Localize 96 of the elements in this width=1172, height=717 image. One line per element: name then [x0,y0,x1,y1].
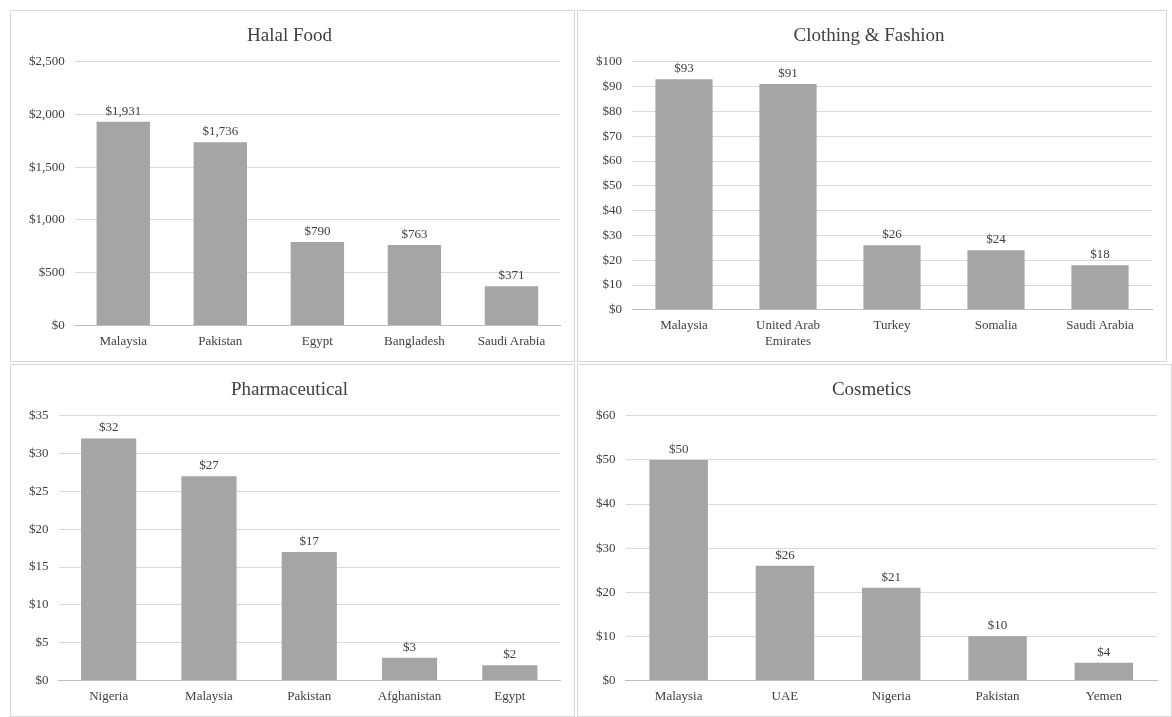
y-tick-label: $2,500 [29,53,65,69]
y-tick-label: $80 [602,102,622,118]
y-tick-label: $40 [602,202,622,218]
data-label: $2 [503,646,517,662]
bar [482,665,538,680]
bar [96,121,150,325]
x-tick-label: Afghanistan [377,687,442,703]
x-tick-label: Egypt [494,687,526,703]
bar [387,244,442,325]
bar [862,587,921,680]
bar [193,142,248,325]
data-label: $763 [401,225,428,241]
data-label: $1,736 [202,123,239,139]
bar [290,242,345,325]
bar [759,84,817,310]
chart-title: Halal Food [247,24,333,46]
y-tick-label: $30 [602,226,622,242]
data-label: $18 [1090,246,1110,262]
data-label: $26 [775,546,796,562]
bar [863,245,921,310]
y-tick-label: $0 [609,301,622,317]
x-tick-label: United Arab Emirates [756,317,820,348]
data-label: $371 [498,267,525,283]
x-tick-label: Bangladesh [384,332,446,348]
y-tick-label: $10 [29,596,49,612]
y-tick-label: $0 [602,671,616,687]
y-tick-label: $25 [29,482,49,498]
y-tick-label: $2,000 [29,105,65,121]
x-tick-label: Saudi Arabia [1066,317,1134,333]
bar [1074,662,1134,680]
bar [81,438,137,680]
y-tick-label: $20 [596,583,616,599]
data-label: $27 [199,457,220,473]
data-label: $3 [403,638,417,654]
data-label: $93 [674,60,694,76]
y-tick-label: $30 [29,445,49,461]
bar [381,657,438,680]
data-label: $50 [668,440,689,456]
y-tick-label: $30 [596,539,616,555]
x-tick-label: Pakistan [198,332,243,348]
y-tick-label: $90 [602,78,622,94]
y-tick-label: $50 [596,451,616,467]
bar [484,286,539,325]
data-label: $4 [1097,643,1111,659]
y-tick-label: $20 [602,251,622,267]
x-tick-label: Pakistan [287,687,332,703]
data-label: $790 [304,223,331,239]
y-tick-label: $60 [596,407,616,423]
chart-title: Clothing & Fashion [793,24,945,46]
y-tick-label: $5 [35,634,49,650]
bar [181,476,237,680]
bar [968,636,1027,680]
y-tick-label: $1,500 [29,158,65,174]
y-tick-label: $60 [602,152,622,168]
x-tick-label: Somalia [974,317,1018,333]
y-tick-label: $500 [38,264,65,280]
y-tick-label: $70 [602,127,622,143]
x-tick-label: Saudi Arabia [477,332,546,348]
bar [281,551,337,680]
bar [1071,265,1129,310]
y-tick-label: $0 [51,316,65,332]
data-label: $10 [987,617,1008,633]
x-tick-label: Malaysia [185,687,233,703]
data-label: $32 [98,419,119,435]
y-tick-label: $40 [596,495,616,511]
x-tick-label: UAE [771,687,799,703]
x-tick-label: Egypt [301,332,334,348]
data-label: $26 [882,226,903,242]
x-tick-label: Yemen [1085,687,1123,703]
x-tick-label: Nigeria [89,687,129,703]
y-tick-label: $10 [602,276,622,292]
y-tick-label: $50 [602,177,622,193]
y-tick-label: $10 [596,627,616,643]
y-tick-label: $35 [29,407,49,423]
y-tick-label: $15 [29,558,49,574]
x-tick-label: Turkey [873,317,912,333]
bar [755,565,815,680]
data-label: $24 [986,231,1007,247]
data-label: $21 [881,568,901,584]
x-tick-label: Pakistan [975,687,1021,703]
x-tick-label: Nigeria [871,687,911,703]
chart-title: Pharmaceutical [230,378,349,400]
bar [655,79,713,310]
y-tick-label: $0 [35,671,49,687]
x-tick-label: Malaysia [660,317,709,333]
chart-title: Cosmetics [831,378,912,400]
y-tick-label: $1,000 [29,211,65,227]
x-tick-label: Malaysia [99,332,148,348]
y-tick-label: $100 [596,53,622,69]
bar [649,459,708,680]
data-label: $91 [778,65,798,81]
x-tick-label: Malaysia [654,687,703,703]
data-label: $17 [299,532,320,548]
bar [967,250,1025,310]
data-label: $1,931 [105,102,142,118]
y-tick-label: $20 [29,520,49,536]
